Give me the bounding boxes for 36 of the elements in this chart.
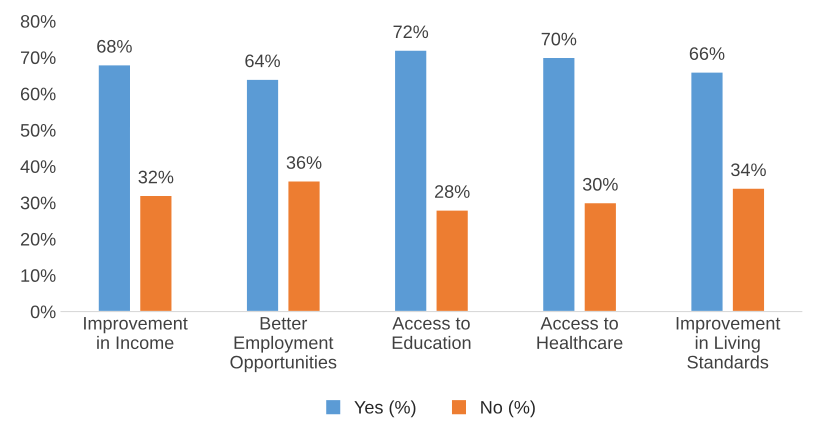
data-label: 72% bbox=[394, 25, 428, 38]
data-label: 36% bbox=[286, 156, 322, 169]
bar bbox=[435, 209, 470, 312]
bar bbox=[583, 202, 618, 312]
bar bbox=[394, 49, 428, 312]
bar bbox=[542, 56, 576, 312]
data-label: 64% bbox=[245, 54, 280, 68]
bar bbox=[246, 78, 280, 312]
y-tick-label: 0% bbox=[30, 305, 56, 318]
y-tick-label: 50% bbox=[20, 124, 56, 137]
bar bbox=[690, 71, 724, 312]
data-label: 68% bbox=[97, 40, 132, 53]
y-tick-label: 60% bbox=[20, 88, 56, 100]
x-tick-label: Access to Healthcare bbox=[537, 317, 622, 350]
bar bbox=[287, 180, 322, 312]
data-label: 30% bbox=[582, 178, 618, 191]
y-tick-label: 30% bbox=[20, 196, 56, 210]
x-tick-label: Access to Education bbox=[392, 317, 470, 350]
data-label: 70% bbox=[542, 32, 576, 46]
x-tick-label: Improvement in Income bbox=[84, 317, 188, 350]
bar bbox=[97, 64, 132, 312]
y-tick-label: 10% bbox=[21, 269, 56, 282]
x-tick-label: Improvement in Living Standards bbox=[676, 317, 780, 369]
y-tick-label: 40% bbox=[20, 160, 56, 174]
x-tick-label: Better Employment Opportunities bbox=[230, 317, 336, 372]
data-label: 32% bbox=[138, 170, 174, 184]
data-label: 34% bbox=[731, 163, 766, 176]
y-tick-label: 70% bbox=[20, 51, 56, 64]
bar bbox=[731, 187, 766, 312]
legend-label: Yes (%) bbox=[354, 400, 416, 418]
y-tick-label: 80% bbox=[20, 14, 56, 28]
data-label: 66% bbox=[690, 47, 724, 60]
legend-label: No (%) bbox=[481, 400, 535, 418]
data-label: 28% bbox=[435, 185, 470, 198]
y-tick-label: 20% bbox=[20, 232, 56, 246]
bar bbox=[138, 194, 173, 312]
